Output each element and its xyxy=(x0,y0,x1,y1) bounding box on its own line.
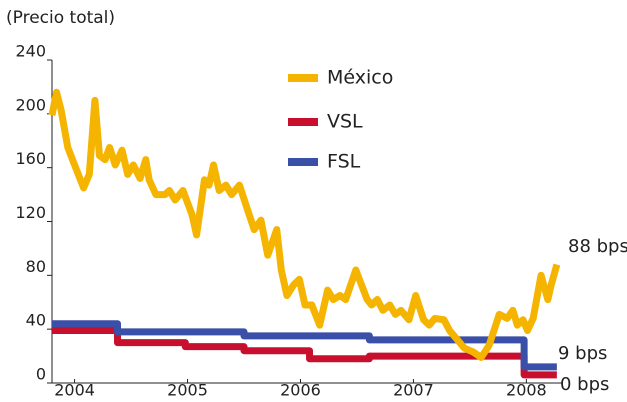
y-tick-label: 200 xyxy=(15,95,46,114)
y-tick-label: 160 xyxy=(15,149,46,168)
x-tick-label: 2005 xyxy=(167,381,208,400)
legend-label: México xyxy=(327,67,393,89)
x-tick-label: 2004 xyxy=(54,381,95,400)
y-tick-label: 40 xyxy=(26,311,46,330)
series-line xyxy=(48,88,561,361)
legend-label: VSL xyxy=(327,111,363,133)
annotation: 9 bps xyxy=(558,343,607,364)
y-tick-label: 120 xyxy=(15,203,46,222)
series-line xyxy=(52,327,557,379)
y-tick-label: 0 xyxy=(36,365,46,384)
x-tick-label: 2006 xyxy=(280,381,321,400)
annotation: 88 bps xyxy=(568,236,627,257)
annotation: 0 bps xyxy=(560,374,609,395)
x-tick-label: 2007 xyxy=(393,381,434,400)
y-tick-label: 240 xyxy=(15,42,46,61)
y-axis-label: (Precio total) xyxy=(6,8,115,28)
y-tick-label: 80 xyxy=(26,257,46,276)
legend-label: FSL xyxy=(327,151,361,173)
series-line xyxy=(52,320,557,371)
x-tick-label: 2008 xyxy=(506,381,547,400)
